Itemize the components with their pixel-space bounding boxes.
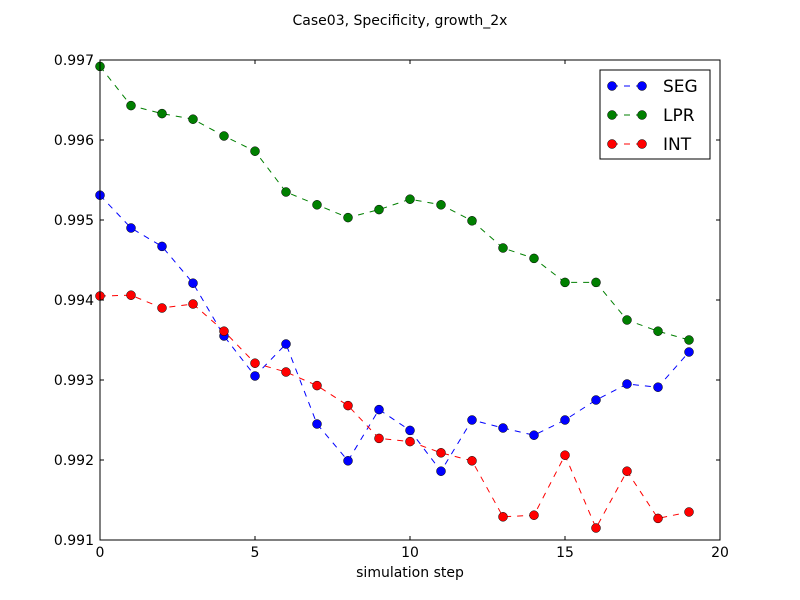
y-axis: 0.991 0.992 0.993 0.994 0.995 0.996 0.997 [54, 53, 720, 549]
data-point [312, 200, 322, 210]
data-point [188, 278, 198, 288]
data-point [312, 380, 322, 391]
legend-marker [607, 110, 617, 120]
x-tick-label: 5 [251, 545, 260, 561]
series-seg [95, 190, 694, 476]
y-tick-label: 0.991 [54, 533, 94, 549]
data-point [219, 131, 229, 141]
legend-item-lpr: LPR [607, 106, 695, 126]
data-point [343, 400, 353, 411]
y-tick-label: 0.992 [54, 453, 94, 469]
data-point [622, 466, 632, 476]
data-point [250, 146, 260, 156]
data-point [498, 423, 508, 433]
legend-box [599, 69, 711, 160]
series-int [95, 290, 694, 533]
x-tick-label: 20 [711, 545, 729, 561]
x-tick-label: 15 [556, 545, 574, 561]
legend-label: LPR [663, 106, 695, 126]
data-point [405, 436, 415, 447]
series-line-seg [99, 194, 690, 473]
data-point [653, 326, 663, 336]
y-tick-label: 0.993 [54, 373, 94, 389]
data-point [126, 100, 136, 111]
series-line-lpr [99, 66, 690, 341]
data-point [281, 187, 291, 197]
data-point [436, 200, 446, 210]
legend-marker [607, 139, 617, 149]
data-point [188, 299, 198, 309]
data-point [312, 419, 322, 429]
y-tick-label: 0.996 [54, 133, 94, 149]
data-point [188, 114, 198, 124]
data-point [684, 335, 694, 345]
data-point [374, 404, 384, 415]
data-point [622, 315, 632, 325]
data-point [684, 347, 694, 357]
series-lpr [95, 61, 694, 345]
data-point [529, 253, 539, 264]
data-point [343, 212, 353, 223]
y-tick-label: 0.994 [54, 293, 94, 309]
legend-marker [637, 139, 647, 149]
data-point [529, 510, 539, 520]
legend-label: SEG [663, 77, 698, 97]
data-point [436, 466, 446, 476]
data-point [467, 216, 477, 226]
x-tick-label: 10 [401, 545, 419, 561]
data-point [374, 204, 384, 215]
legend-item-seg: SEG [607, 77, 698, 97]
data-point [405, 425, 415, 436]
y-tick-label: 0.997 [54, 53, 94, 69]
data-point [281, 367, 291, 377]
data-point [250, 358, 260, 368]
data-point [622, 379, 632, 389]
data-point [405, 194, 415, 204]
data-point [498, 512, 508, 522]
data-point [529, 430, 539, 440]
data-point [498, 243, 508, 253]
data-point [157, 303, 167, 313]
data-point [219, 326, 229, 336]
data-point [653, 382, 663, 392]
data-point [436, 448, 446, 458]
data-point [467, 456, 477, 466]
data-point [591, 395, 601, 405]
data-point [653, 513, 663, 524]
legend-label: INT [663, 135, 692, 155]
y-tick-label: 0.995 [54, 213, 94, 229]
legend-marker [637, 81, 647, 91]
chart-title: Case03, Specificity, growth_2x [293, 13, 508, 29]
data-point [343, 456, 353, 466]
data-point [157, 108, 167, 119]
series-layer [95, 61, 694, 533]
x-axis: 0 5 10 15 20 [96, 60, 729, 561]
data-point [684, 507, 694, 517]
legend: SEG LPR INT [599, 69, 711, 160]
data-point [281, 339, 291, 349]
data-point [560, 415, 570, 425]
data-point [126, 290, 136, 300]
data-point [591, 523, 601, 533]
legend-marker [607, 81, 617, 91]
data-point [560, 277, 570, 288]
data-point [467, 415, 477, 425]
legend-item-int: INT [607, 135, 692, 155]
data-point [157, 241, 167, 252]
x-tick-label: 0 [96, 545, 105, 561]
x-axis-label: simulation step [356, 565, 464, 581]
data-point [374, 433, 384, 444]
data-point [250, 371, 260, 381]
data-point [591, 277, 601, 288]
data-point [560, 450, 570, 460]
legend-marker [637, 110, 647, 120]
data-point [126, 223, 136, 233]
